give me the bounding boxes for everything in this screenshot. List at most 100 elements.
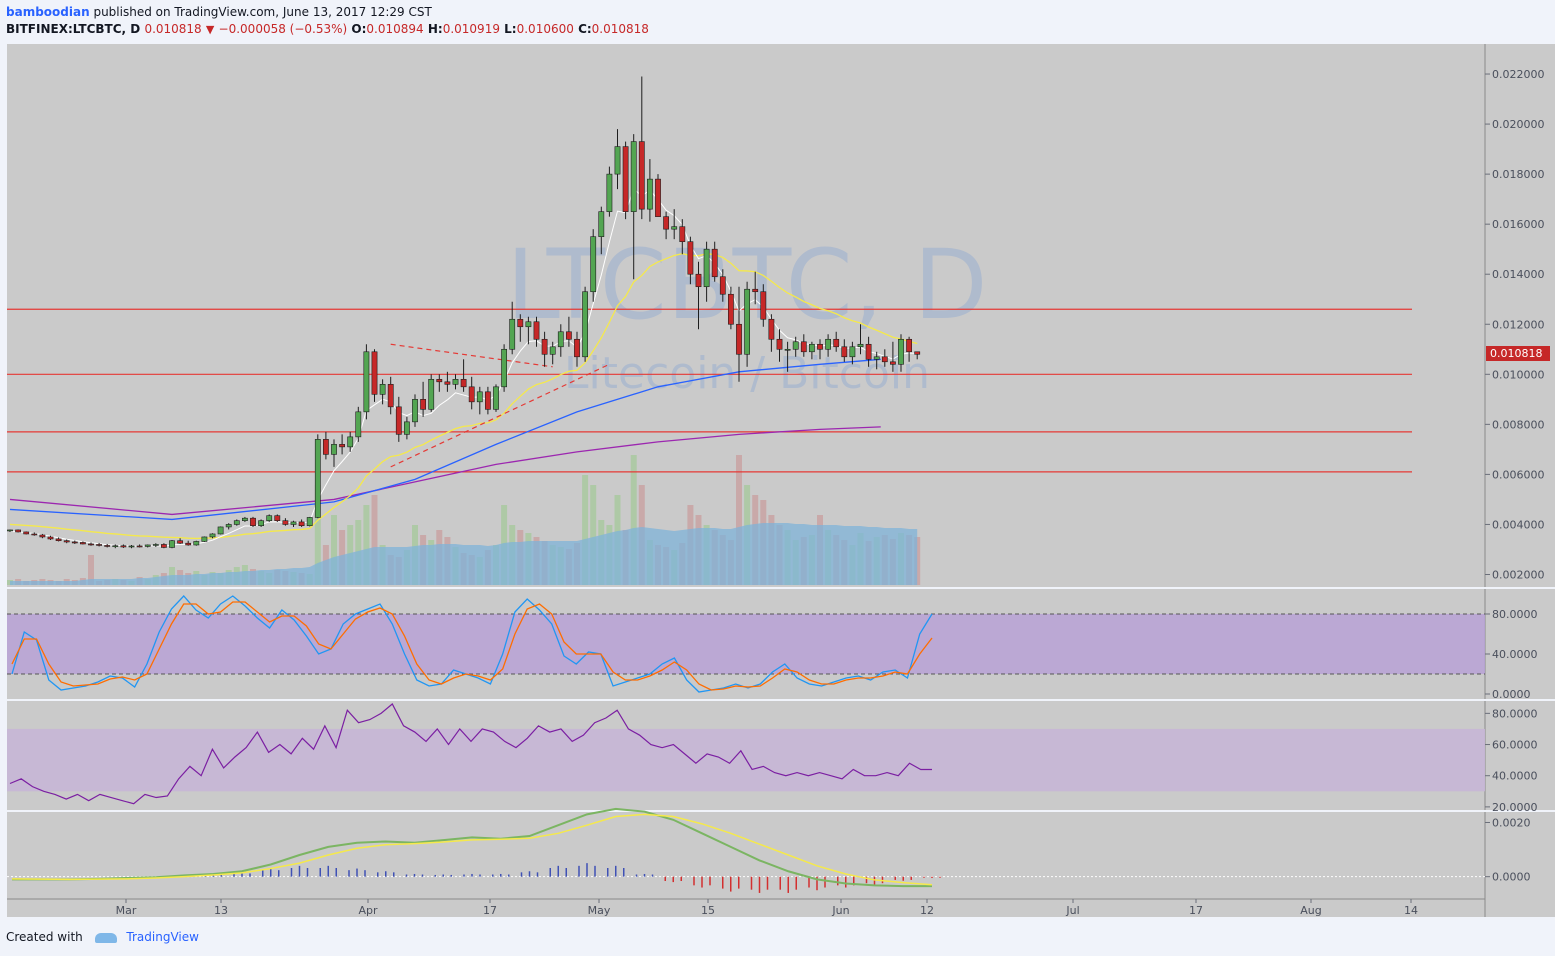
candle-body bbox=[614, 146, 621, 175]
candle-body bbox=[250, 517, 256, 526]
candle-body bbox=[655, 178, 661, 217]
candle-body bbox=[412, 399, 418, 423]
candle-body bbox=[209, 533, 216, 538]
last-price-badge-label: 0.010818 bbox=[1490, 347, 1543, 360]
candle-body bbox=[703, 248, 710, 288]
volume-bar bbox=[582, 475, 589, 585]
price-change: −0.000058 (−0.53%) bbox=[218, 22, 348, 36]
price-tick-label: 0.016000 bbox=[1492, 218, 1545, 231]
time-tick-label: 12 bbox=[920, 904, 934, 917]
candle-body bbox=[768, 318, 775, 340]
candle-body bbox=[452, 379, 459, 385]
symbol-label[interactable]: BITFINEX:LTCBTC, D bbox=[6, 22, 141, 36]
price-tick-label: 0.012000 bbox=[1492, 318, 1545, 331]
last-price: 0.010818 bbox=[144, 22, 202, 36]
price-tick-label: 0.010000 bbox=[1492, 368, 1545, 381]
trendlines bbox=[390, 343, 610, 468]
candle-body bbox=[47, 536, 54, 540]
candle-body bbox=[39, 534, 46, 538]
candle-body bbox=[169, 540, 175, 548]
time-tick-label: Jun bbox=[831, 904, 849, 917]
candle-body bbox=[557, 331, 564, 348]
candle-body bbox=[906, 338, 912, 353]
rsi-tick-label: 60.0000 bbox=[1492, 739, 1538, 752]
candle-body bbox=[331, 444, 337, 455]
time-tick-label: May bbox=[588, 904, 611, 917]
candle-body bbox=[363, 351, 370, 413]
candle-body bbox=[177, 540, 183, 544]
stochastic-tick-label: 80.0000 bbox=[1492, 608, 1538, 621]
candle-body bbox=[711, 248, 718, 278]
candle-body bbox=[201, 536, 208, 542]
macd-tick-label: 0.0000 bbox=[1492, 871, 1531, 884]
candle-body bbox=[403, 421, 410, 435]
candle-body bbox=[266, 515, 273, 521]
low-value: 0.010600 bbox=[516, 22, 574, 36]
volume-bar bbox=[314, 485, 321, 585]
last-price-badge bbox=[1486, 346, 1550, 361]
price-tick-label: 0.022000 bbox=[1492, 68, 1545, 81]
candle-body bbox=[590, 236, 597, 293]
candle-body bbox=[687, 241, 694, 275]
stochastic-band bbox=[7, 614, 1485, 674]
time-tick-label: Apr bbox=[358, 904, 378, 917]
candle-body bbox=[428, 379, 435, 410]
candle-body bbox=[112, 545, 119, 548]
candle-body bbox=[493, 386, 499, 410]
published-text: published on TradingView.com, June 13, 2… bbox=[93, 5, 432, 19]
candle-body bbox=[379, 384, 386, 395]
volume-bar bbox=[331, 515, 337, 585]
candle-body bbox=[347, 436, 354, 448]
price-tick-label: 0.020000 bbox=[1492, 118, 1545, 131]
price-scale[interactable] bbox=[1485, 44, 1555, 917]
candle-body bbox=[574, 338, 580, 358]
candle-body bbox=[193, 541, 200, 546]
candle-body bbox=[484, 391, 491, 410]
candle-body bbox=[444, 381, 451, 385]
rsi-indicator: 80.0000 60.0000 40.0000 20.0000 bbox=[7, 703, 1538, 814]
candle-body bbox=[501, 348, 507, 388]
candle-body bbox=[298, 521, 305, 526]
candle-body bbox=[7, 529, 13, 532]
candle-body bbox=[898, 338, 904, 365]
candle-body bbox=[509, 318, 516, 350]
volume-bar bbox=[371, 495, 378, 585]
price-axis-ticks: 0.022000 0.020000 0.018000 0.016000 0.014000… bbox=[1485, 68, 1545, 581]
candle-body bbox=[420, 399, 426, 410]
candle-body bbox=[817, 343, 823, 350]
price-tick-label: 0.014000 bbox=[1492, 268, 1545, 281]
candle-body bbox=[671, 226, 678, 230]
candle-body bbox=[825, 338, 831, 350]
volume-bar bbox=[630, 455, 637, 585]
candle-body bbox=[549, 346, 556, 355]
candle-body bbox=[881, 356, 888, 363]
open-label: O: bbox=[351, 22, 367, 36]
author-link[interactable]: bamboodian bbox=[6, 5, 90, 19]
candle-body bbox=[857, 343, 864, 348]
candle-body bbox=[914, 351, 921, 355]
candle-body bbox=[630, 141, 637, 212]
tradingview-link[interactable]: TradingView bbox=[126, 930, 199, 944]
candle-body bbox=[120, 545, 127, 548]
price-tick-label: 0.018000 bbox=[1492, 168, 1545, 181]
candle-body bbox=[63, 540, 70, 543]
candle-body bbox=[776, 338, 783, 350]
candle-body bbox=[663, 216, 669, 230]
candle-body bbox=[792, 341, 799, 350]
time-tick-label: 14 bbox=[1404, 904, 1418, 917]
time-scale[interactable] bbox=[7, 899, 1485, 917]
price-tick-label: 0.002000 bbox=[1492, 568, 1545, 581]
open-value: 0.010894 bbox=[366, 22, 424, 36]
candle-body bbox=[322, 439, 329, 455]
candle-body bbox=[144, 544, 151, 547]
candle-body bbox=[71, 541, 78, 544]
candle-body bbox=[355, 411, 362, 438]
candle-body bbox=[387, 384, 394, 408]
candle-body bbox=[695, 273, 702, 288]
candle-body bbox=[849, 346, 856, 358]
candle-body bbox=[800, 341, 807, 353]
candle-body bbox=[582, 291, 588, 358]
candle-body bbox=[468, 386, 475, 403]
candle-body bbox=[622, 146, 629, 212]
